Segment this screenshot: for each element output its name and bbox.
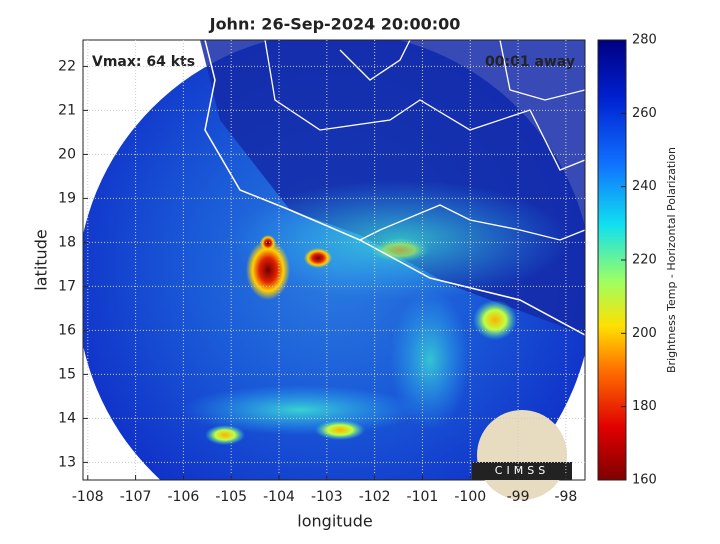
x-tick-label: -103	[311, 489, 343, 505]
x-tick-label: -101	[407, 489, 439, 505]
y-tick-label: 16	[58, 322, 76, 338]
x-tick-label: -106	[168, 489, 200, 505]
x-tick-label: -107	[120, 489, 152, 505]
logo-text: CIMSS	[495, 464, 549, 477]
vmax-label: Vmax: 64 kts	[92, 54, 195, 70]
x-axis-label: longitude	[297, 512, 372, 531]
time-away-label: 00:01 away	[485, 54, 575, 70]
colorbar-tick-label: 160	[632, 473, 657, 488]
x-tick-label: -100	[454, 489, 486, 505]
x-tick-label: -99	[507, 489, 530, 505]
colorbar-label: Brightness Temp - Horizontal Polarizatio…	[665, 147, 678, 373]
x-tick-label: -104	[263, 489, 295, 505]
y-tick-label: 20	[58, 146, 76, 162]
y-tick-label: 17	[58, 278, 76, 294]
y-tick-label: 15	[58, 366, 76, 382]
colorbar-tick-label: 260	[632, 106, 657, 121]
x-tick-label: -102	[359, 489, 391, 505]
x-tick-label: -105	[215, 489, 247, 505]
y-tick-label: 14	[58, 410, 76, 426]
colorbar-tick-label: 200	[632, 326, 657, 341]
y-tick-label: 22	[58, 58, 76, 74]
y-tick-label: 21	[58, 102, 76, 118]
title: John: 26-Sep-2024 20:00:00	[209, 15, 461, 34]
x-tick-label: -108	[72, 489, 104, 505]
colorbar-tick-label: 220	[632, 253, 657, 268]
y-tick-label: 13	[58, 454, 76, 470]
axes-frame	[82, 39, 586, 481]
satellite-image	[83, 40, 585, 480]
colorbar-tick-label: 240	[632, 179, 657, 194]
colorbar-tick-label: 280	[632, 33, 657, 48]
y-tick-label: 19	[58, 190, 76, 206]
logo: CIMSS	[472, 410, 572, 500]
x-tick-label: -98	[554, 489, 577, 505]
y-tick-label: 18	[58, 234, 76, 250]
y-axis-label: latitude	[32, 229, 51, 290]
colorbar-tick-label: 180	[632, 399, 657, 414]
